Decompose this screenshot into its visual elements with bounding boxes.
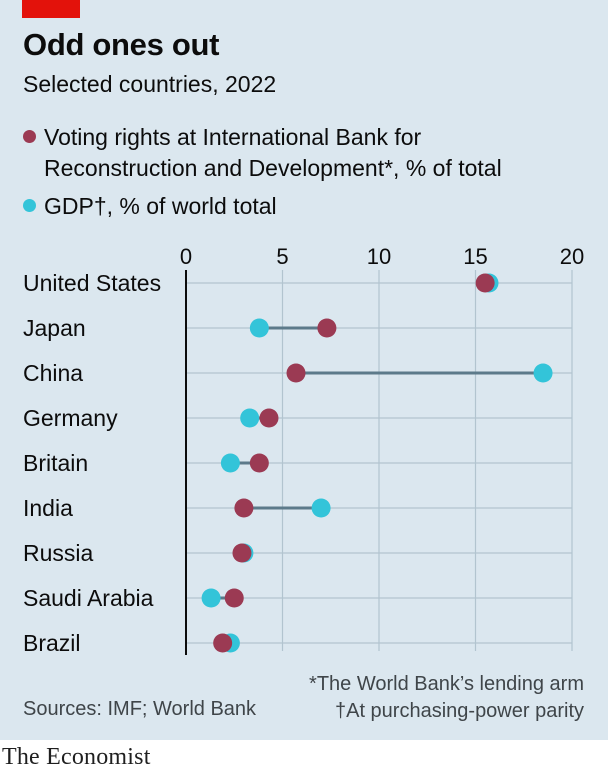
voting-point (259, 408, 279, 428)
category-label: Saudi Arabia (23, 585, 154, 611)
chart-title: Odd ones out (23, 27, 220, 62)
category-label: Russia (23, 540, 94, 566)
voting-point (224, 588, 244, 608)
x-tick-label: 5 (276, 244, 288, 269)
gdp-point (220, 453, 240, 473)
dumbbell-chart: 0 5 10 15 20 United States Japan China Germany Br… (23, 244, 584, 656)
category-label: Germany (23, 405, 118, 431)
x-tick-label: 20 (560, 244, 584, 269)
voting-point (317, 318, 337, 338)
category-label: India (23, 495, 73, 521)
category-label: Britain (23, 450, 88, 476)
legend-voting-line1: Voting rights at International Bank for (44, 124, 422, 150)
gdp-point (533, 363, 553, 383)
source-note: Sources: IMF; World Bank (23, 698, 257, 720)
voting-point (213, 633, 233, 653)
legend-item-gdp: GDP†, % of world total (23, 191, 277, 222)
legend-dot-gdp (23, 199, 36, 212)
voting-point (249, 453, 269, 473)
category-label: Brazil (23, 630, 81, 656)
footnote-ppp: †At purchasing-power parity (334, 700, 584, 722)
x-tick-label: 10 (367, 244, 391, 269)
chart-subtitle: Selected countries, 2022 (23, 71, 277, 97)
legend-item-voting: Voting rights at International Bank for R… (23, 122, 502, 184)
voting-point (232, 543, 252, 563)
x-tick-label: 15 (463, 244, 487, 269)
category-label: China (23, 360, 83, 386)
legend-dot-voting (23, 130, 36, 143)
legend-voting-line2: Reconstruction and Development*, (44, 155, 400, 181)
gdp-point (311, 498, 331, 518)
voting-point (475, 273, 495, 293)
footnote-world-bank: *The World Bank’s lending arm (309, 673, 584, 695)
category-label: Japan (23, 315, 86, 341)
category-label: United States (23, 270, 161, 296)
legend-voting-unit: % of total (405, 155, 502, 181)
x-tick-label: 0 (180, 244, 192, 269)
legend-gdp-unit: % of world total (119, 193, 277, 219)
legend-gdp-label: GDP†, (44, 193, 114, 219)
gdp-point (201, 588, 221, 608)
voting-point (234, 498, 254, 518)
brand-name: The Economist (2, 744, 151, 770)
voting-point (286, 363, 306, 383)
gdp-point (240, 408, 260, 428)
brand-tag (22, 0, 80, 18)
footnotes: *The World Bank’s lending arm †At purcha… (309, 671, 584, 725)
gdp-point (249, 318, 269, 338)
